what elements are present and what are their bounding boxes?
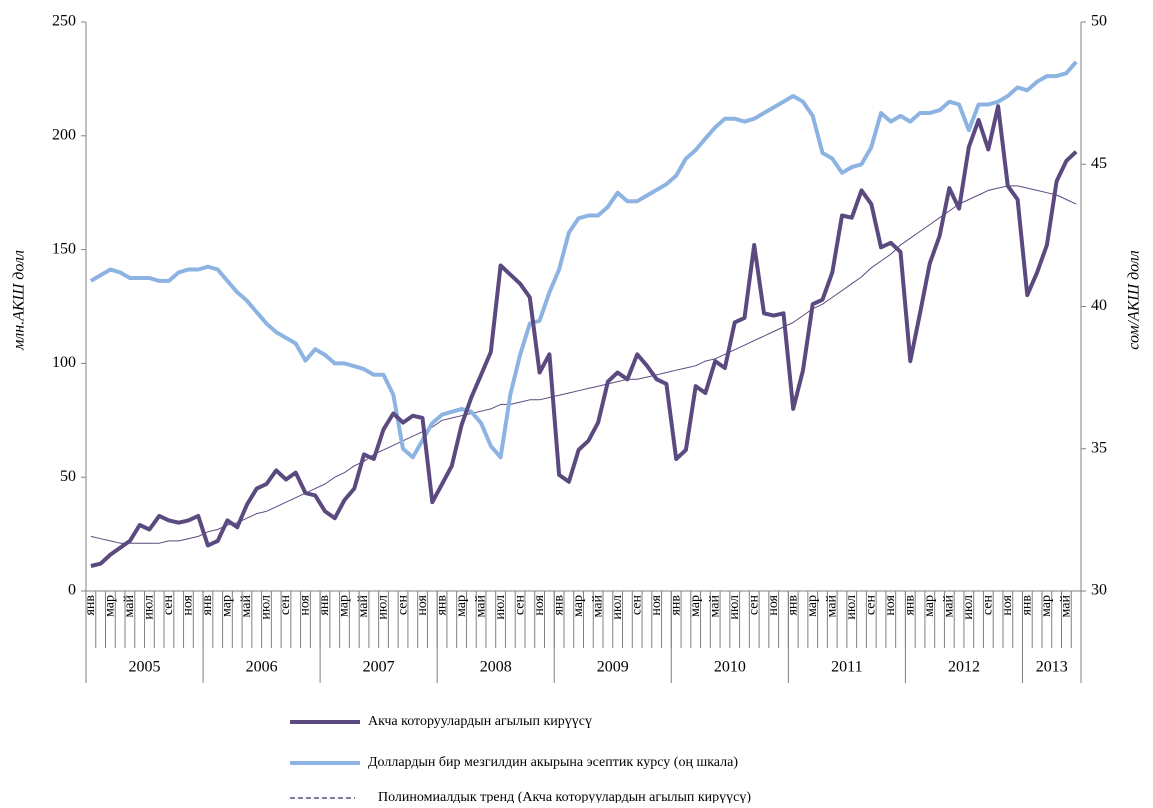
x-tick-label: янв	[434, 595, 449, 616]
y-tick-label: 100	[52, 354, 76, 371]
x-tick-label: июл	[142, 595, 157, 620]
x-tick-label: ноя	[181, 594, 196, 615]
x-tick-label: ноя	[766, 594, 781, 615]
series-line	[90, 185, 1077, 544]
year-label: 2005	[129, 659, 161, 676]
x-tick-label: янв	[785, 595, 800, 616]
legend-label: Полиномиалдык тренд (Акча которуулардын …	[378, 790, 751, 803]
x-tick-label: май	[1059, 595, 1074, 618]
y-axis-label: млн.АКШ долл	[11, 250, 28, 351]
x-tick-label: июл	[727, 595, 742, 620]
x-tick-label: мар	[688, 595, 703, 617]
series-line	[90, 104, 1078, 568]
x-tick-label: ноя	[415, 594, 430, 615]
x-tick-label: сен	[512, 594, 527, 615]
x-tick-label: июл	[844, 595, 859, 620]
x-tick-label: мар	[220, 595, 235, 617]
y2-tick-label: 35	[1091, 439, 1107, 456]
y-tick-label: 0	[68, 582, 76, 599]
year-label: 2011	[831, 659, 862, 676]
x-tick-label: сен	[629, 594, 644, 615]
x-tick-label: май	[122, 595, 137, 618]
x-tick-label: май	[356, 595, 371, 618]
y2-tick-label: 40	[1091, 297, 1107, 314]
x-tick-label: сен	[395, 594, 410, 615]
y2-tick-label: 45	[1091, 155, 1107, 172]
x-tick-label: май	[239, 595, 254, 618]
x-tick-label: сен	[161, 594, 176, 615]
x-tick-label: янв	[317, 595, 332, 616]
x-tick-label: ноя	[532, 594, 547, 615]
year-label: 2009	[597, 659, 629, 676]
x-tick-label: мар	[922, 595, 937, 617]
x-tick-label: май	[824, 595, 839, 618]
year-label: 2012	[948, 659, 980, 676]
x-tick-label: сен	[278, 594, 293, 615]
x-tick-label: мар	[805, 595, 820, 617]
y-tick-label: 50	[60, 468, 76, 485]
y-tick-label: 200	[52, 126, 76, 143]
x-tick-label: янв	[1020, 595, 1035, 616]
x-tick-label: ноя	[298, 594, 313, 615]
x-tick-label: мар	[1039, 595, 1054, 617]
x-tick-label: июл	[493, 595, 508, 620]
y2-axis-label: сом/АКШ долл	[1126, 250, 1143, 350]
legend-label: Доллардын бир мезгилдин акырына эсептик …	[368, 755, 738, 770]
legend-label: Акча которуулардын агылып кирүүсү	[368, 714, 592, 729]
y2-tick-label: 30	[1091, 582, 1107, 599]
x-tick-label: ноя	[649, 594, 664, 615]
x-tick-label: июл	[259, 595, 274, 620]
series-line	[89, 60, 1078, 460]
y2-tick-label: 50	[1091, 13, 1107, 30]
x-tick-label: мар	[337, 595, 352, 617]
y-tick-label: 250	[52, 13, 76, 30]
x-tick-label: сен	[863, 594, 878, 615]
year-label: 2010	[714, 659, 746, 676]
x-tick-label: мар	[454, 595, 469, 617]
year-label: 2007	[363, 659, 395, 676]
x-tick-label: май	[590, 595, 605, 618]
x-tick-label: июл	[961, 595, 976, 620]
x-tick-label: ноя	[883, 594, 898, 615]
year-label: 2006	[246, 659, 278, 676]
x-tick-label: май	[473, 595, 488, 618]
x-tick-label: май	[942, 595, 957, 618]
x-tick-label: янв	[83, 595, 98, 616]
x-tick-label: янв	[551, 595, 566, 616]
x-tick-label: янв	[200, 595, 215, 616]
x-tick-label: мар	[103, 595, 118, 617]
x-tick-label: июл	[376, 595, 391, 620]
x-tick-label: май	[707, 595, 722, 618]
year-label: 2013	[1036, 659, 1068, 676]
x-tick-label: янв	[668, 595, 683, 616]
x-tick-label: сен	[746, 594, 761, 615]
x-tick-label: мар	[571, 595, 586, 617]
y-tick-label: 150	[52, 240, 76, 257]
year-label: 2008	[480, 659, 512, 676]
x-tick-label: сен	[981, 594, 996, 615]
x-tick-label: ноя	[1000, 594, 1015, 615]
x-tick-label: янв	[903, 595, 918, 616]
x-tick-label: июл	[610, 595, 625, 620]
